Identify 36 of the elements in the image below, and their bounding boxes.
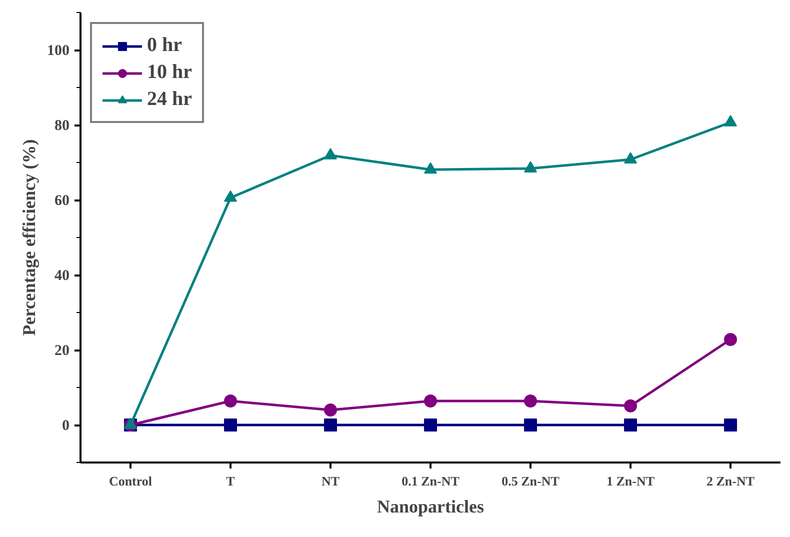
x-tick-label: 0.5 Zn-NT bbox=[502, 474, 560, 488]
legend-label: 0 hr bbox=[147, 34, 182, 57]
point bbox=[524, 394, 537, 408]
point bbox=[324, 404, 337, 416]
point bbox=[724, 333, 737, 346]
y-tick-label: 60 bbox=[54, 193, 70, 209]
point bbox=[624, 152, 637, 164]
point bbox=[224, 394, 237, 408]
point bbox=[324, 418, 337, 432]
legend-label: 10 hr bbox=[147, 61, 192, 84]
x-tick-label: 1 Zn-NT bbox=[606, 474, 655, 488]
point bbox=[624, 399, 637, 412]
point bbox=[424, 162, 437, 174]
point bbox=[424, 394, 437, 408]
point bbox=[324, 148, 337, 160]
point bbox=[424, 418, 437, 432]
x-tick-label: 0.1 Zn-NT bbox=[402, 474, 460, 488]
point bbox=[524, 161, 537, 172]
point bbox=[724, 114, 737, 126]
x-axis-title: Nanoparticles bbox=[377, 496, 484, 516]
y-tick-label: 100 bbox=[47, 43, 70, 59]
y-axis-title: Percentage efficiency (%) bbox=[19, 139, 39, 336]
point bbox=[724, 418, 737, 432]
y-tick-label: 40 bbox=[54, 268, 70, 284]
x-tick-label: NT bbox=[321, 474, 340, 488]
y-tick-label: 80 bbox=[54, 118, 70, 134]
y-tick-label: 20 bbox=[54, 343, 70, 359]
x-tick-label: 2 Zn-NT bbox=[706, 474, 755, 488]
legend-label: 24 hr bbox=[147, 88, 192, 111]
x-tick-label: Control bbox=[108, 474, 152, 488]
point bbox=[224, 418, 237, 432]
x-tick-label: T bbox=[226, 474, 236, 488]
point bbox=[224, 190, 237, 202]
y-tick-label: 0 bbox=[62, 418, 70, 434]
point bbox=[524, 418, 537, 432]
point bbox=[624, 418, 637, 432]
